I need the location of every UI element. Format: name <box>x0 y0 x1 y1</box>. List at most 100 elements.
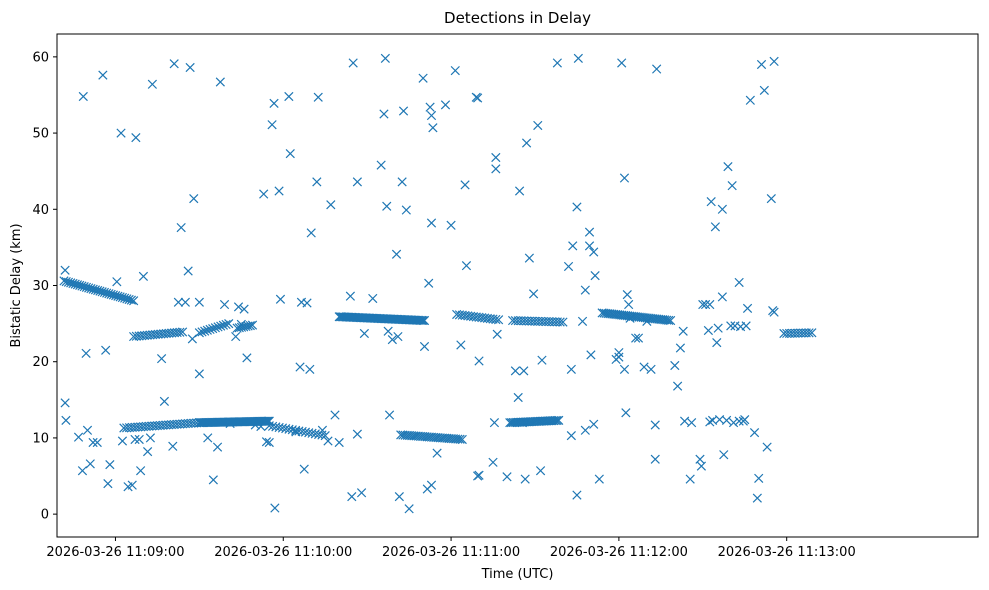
data-point-x-marker <box>493 315 504 325</box>
data-point-x-marker <box>488 457 498 467</box>
data-point-x-marker <box>473 93 483 103</box>
data-point-x-marker <box>269 98 279 108</box>
data-point-x-marker <box>326 200 336 210</box>
data-point-x-marker <box>147 79 157 89</box>
data-point-x-marker <box>247 320 258 330</box>
data-point-x-marker <box>208 475 218 485</box>
data-point-x-marker <box>85 459 95 469</box>
data-point-x-marker <box>712 338 722 348</box>
data-point-x-marker <box>440 100 451 110</box>
data-point-x-marker <box>92 437 102 448</box>
data-point-x-marker <box>270 503 280 513</box>
data-point-x-marker <box>187 334 197 344</box>
data-point-x-marker <box>519 366 529 376</box>
data-point-x-marker <box>345 291 356 301</box>
data-point-x-marker <box>513 392 523 403</box>
data-point-x-marker <box>215 77 225 87</box>
data-point-x-marker <box>203 433 213 443</box>
data-point-x-marker <box>589 247 599 257</box>
data-point-x-marker <box>194 369 204 379</box>
data-point-x-marker <box>312 177 322 187</box>
data-point-x-marker <box>284 91 294 102</box>
data-point-x-marker <box>305 364 315 374</box>
y-tick-label: 10 <box>32 431 49 446</box>
data-point-x-marker <box>568 241 578 251</box>
data-point-x-marker <box>686 418 697 428</box>
data-point-x-marker <box>537 355 547 365</box>
data-point-x-marker <box>528 289 539 299</box>
chart-title: Detections in Delay <box>444 9 591 27</box>
data-point-x-marker <box>489 418 500 428</box>
data-point-x-marker <box>741 321 751 331</box>
data-point-x-marker <box>555 317 565 327</box>
data-point-x-marker <box>734 277 744 288</box>
data-points <box>59 53 817 514</box>
data-point-x-marker <box>82 425 93 435</box>
data-point-x-marker <box>679 416 690 426</box>
data-point-x-marker <box>380 53 390 64</box>
data-point-x-marker <box>387 334 397 345</box>
data-point-x-marker <box>580 285 590 295</box>
data-point-x-marker <box>397 177 407 187</box>
data-point-x-marker <box>622 290 632 300</box>
data-point-x-marker <box>61 415 71 426</box>
data-point-x-marker <box>614 347 624 358</box>
plot-area-frame <box>56 33 979 538</box>
data-point-x-marker <box>510 366 521 376</box>
data-point-x-marker <box>554 415 564 426</box>
data-point-x-marker <box>756 59 767 70</box>
data-point-x-marker <box>639 362 649 372</box>
data-point-x-marker <box>138 271 149 281</box>
data-point-x-marker <box>533 120 543 131</box>
data-point-x-marker <box>368 293 378 304</box>
data-point-x-marker <box>455 434 465 444</box>
data-point-x-marker <box>580 425 590 435</box>
data-point-x-marker <box>394 491 404 502</box>
data-point-x-marker <box>415 315 425 325</box>
data-point-x-marker <box>194 328 204 338</box>
data-point-x-marker <box>202 325 212 335</box>
data-point-x-marker <box>705 299 715 310</box>
data-point-x-marker <box>419 341 430 352</box>
data-point-x-marker <box>233 302 244 312</box>
data-point-x-marker <box>194 297 204 307</box>
data-point-x-marker <box>426 480 437 490</box>
data-point-x-marker <box>524 253 535 263</box>
data-point-x-marker <box>446 220 456 230</box>
data-point-x-marker <box>624 299 634 310</box>
data-point-x-marker <box>126 295 137 305</box>
data-point-x-marker <box>219 299 230 310</box>
data-point-x-marker <box>460 180 470 190</box>
x-axis-label: Time (UTC) <box>481 567 554 582</box>
data-point-x-marker <box>670 360 680 371</box>
data-point-x-marker <box>492 329 502 339</box>
data-point-x-marker <box>566 431 576 441</box>
data-point-x-marker <box>98 70 108 80</box>
data-point-x-marker <box>698 299 708 310</box>
data-point-x-marker <box>391 249 402 259</box>
data-point-x-marker <box>631 333 641 343</box>
data-point-x-marker <box>706 197 716 207</box>
data-point-x-marker <box>804 328 814 338</box>
data-point-x-marker <box>176 222 186 233</box>
data-point-x-marker <box>759 85 769 96</box>
data-point-x-marker <box>672 381 683 391</box>
data-point-x-marker <box>145 433 156 443</box>
data-point-x-marker <box>275 294 286 304</box>
data-point-x-marker <box>762 442 772 452</box>
data-point-x-marker <box>105 459 115 470</box>
data-point-x-marker <box>734 416 744 426</box>
y-tick-label: 40 <box>32 203 49 218</box>
data-point-x-marker <box>807 328 817 338</box>
data-point-x-marker <box>175 327 185 337</box>
data-point-x-marker <box>88 437 98 448</box>
y-tick-label: 0 <box>41 508 49 523</box>
data-point-x-marker <box>239 304 249 314</box>
data-point-x-marker <box>664 315 674 325</box>
data-point-x-marker <box>261 416 271 426</box>
data-point-x-marker <box>210 323 221 333</box>
data-point-x-marker <box>130 434 140 445</box>
data-point-x-marker <box>200 326 210 336</box>
y-axis-label: Bistatic Delay (km) <box>9 223 24 347</box>
